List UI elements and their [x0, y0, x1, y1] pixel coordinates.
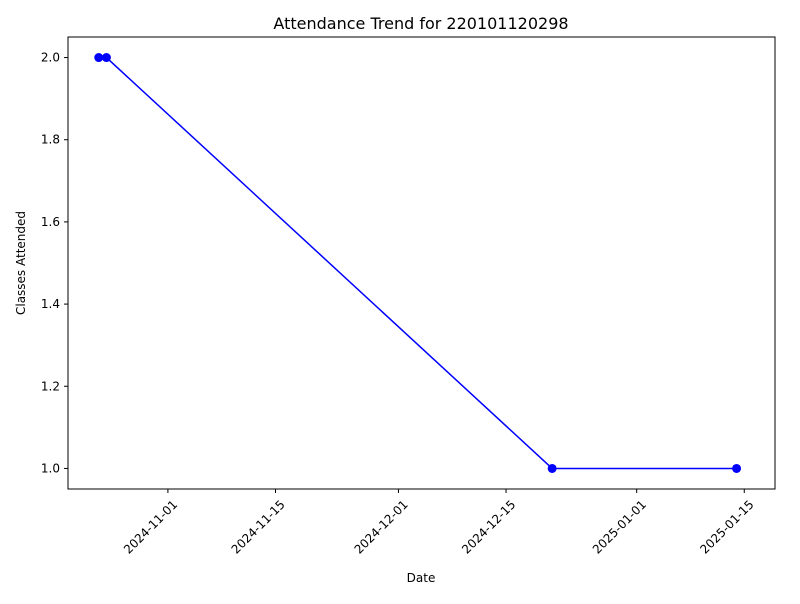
data-point: [547, 463, 557, 473]
data-point: [732, 463, 742, 473]
x-axis-label: Date: [407, 571, 436, 585]
y-tick-label: 1.4: [41, 297, 60, 311]
y-tick-label: 1.6: [41, 215, 60, 229]
y-tick-label: 1.8: [41, 133, 60, 147]
chart-title: Attendance Trend for 220101120298: [273, 14, 568, 33]
series-layer: [94, 53, 742, 473]
plot-frame: [67, 36, 776, 490]
y-axis: 1.0 1.2 1.4 1.6 1.8 2.0: [41, 51, 68, 475]
y-tick-label: 1.2: [41, 379, 60, 393]
data-point: [101, 53, 111, 63]
y-tick-label: 2.0: [41, 51, 60, 65]
y-axis-label: Classes Attended: [14, 211, 28, 315]
data-point: [94, 53, 104, 63]
y-tick-label: 1.0: [41, 461, 60, 475]
